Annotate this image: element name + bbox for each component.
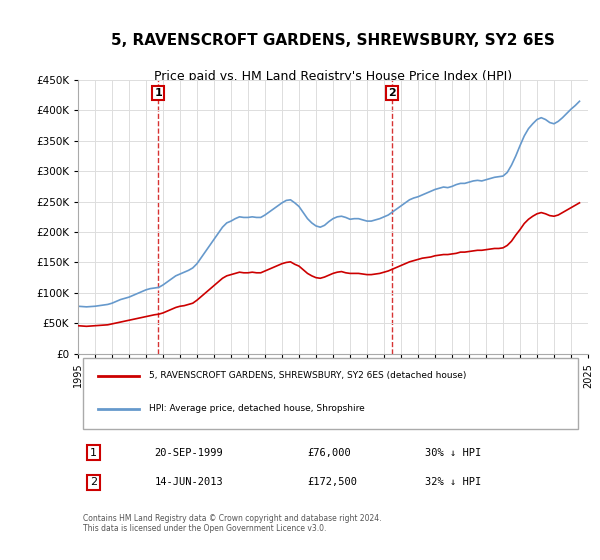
FancyBboxPatch shape [83,358,578,429]
Text: 14-JUN-2013: 14-JUN-2013 [155,478,223,487]
Text: 32% ↓ HPI: 32% ↓ HPI [425,478,481,487]
Text: 5, RAVENSCROFT GARDENS, SHREWSBURY, SY2 6ES: 5, RAVENSCROFT GARDENS, SHREWSBURY, SY2 … [111,32,555,48]
Text: 1: 1 [154,88,162,98]
Text: 2: 2 [90,478,97,487]
Text: £172,500: £172,500 [308,478,358,487]
Text: 5, RAVENSCROFT GARDENS, SHREWSBURY, SY2 6ES (detached house): 5, RAVENSCROFT GARDENS, SHREWSBURY, SY2 … [149,371,467,380]
Text: £76,000: £76,000 [308,447,351,458]
Text: Contains HM Land Registry data © Crown copyright and database right 2024.
This d: Contains HM Land Registry data © Crown c… [83,514,382,533]
Text: 1: 1 [90,447,97,458]
Text: 30% ↓ HPI: 30% ↓ HPI [425,447,481,458]
Text: 2: 2 [388,88,395,98]
Text: Price paid vs. HM Land Registry's House Price Index (HPI): Price paid vs. HM Land Registry's House … [154,71,512,83]
Text: 20-SEP-1999: 20-SEP-1999 [155,447,223,458]
Text: HPI: Average price, detached house, Shropshire: HPI: Average price, detached house, Shro… [149,404,365,413]
